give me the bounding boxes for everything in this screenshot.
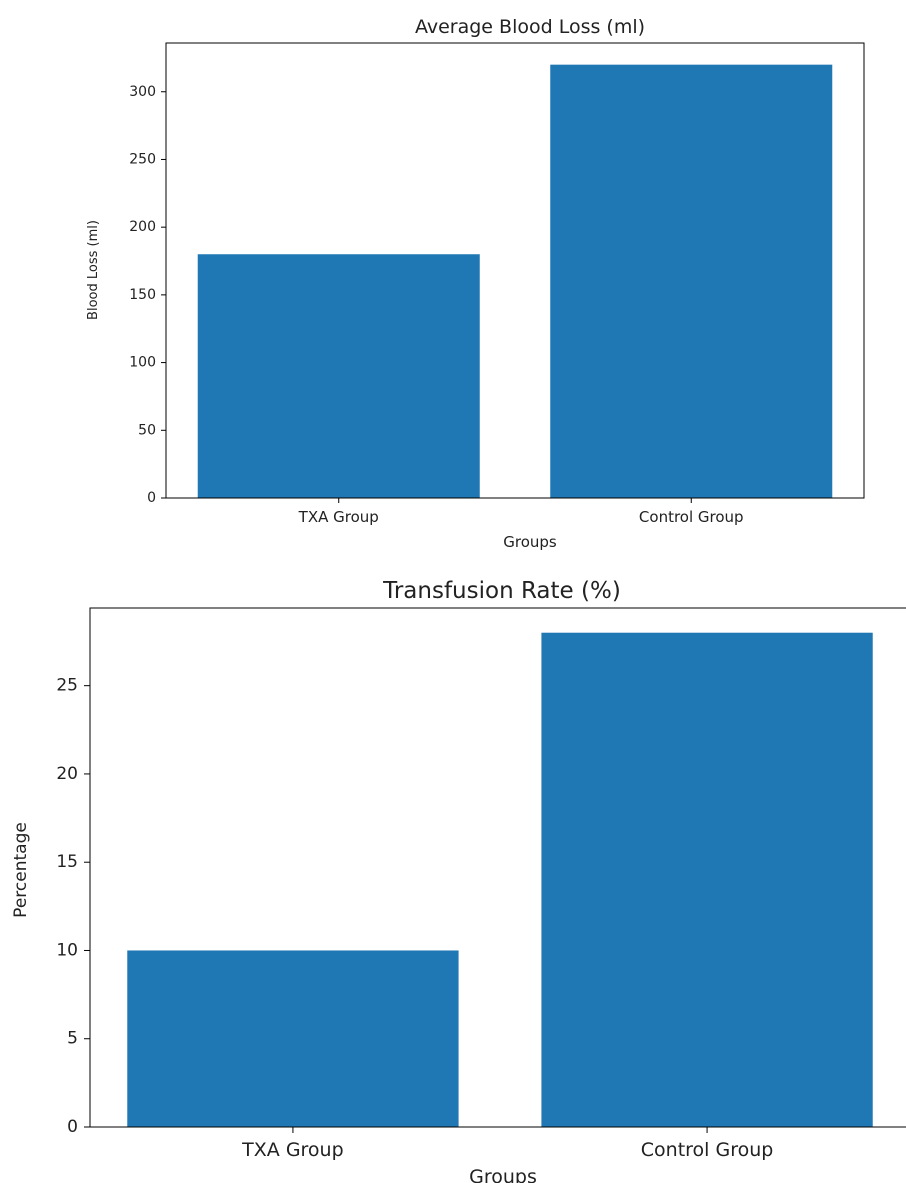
y-tick-label: 150 bbox=[129, 287, 156, 303]
bars bbox=[197, 64, 833, 499]
y-tick-label: 0 bbox=[147, 490, 156, 506]
chart-transfusion-rate: Transfusion Rate (%) 0 5 10 15 20 25 TXA Grou… bbox=[11, 578, 906, 1183]
bars bbox=[127, 632, 873, 1127]
y-axis-label: Blood Loss (ml) bbox=[86, 220, 101, 320]
chart-title: Transfusion Rate (%) bbox=[382, 578, 621, 604]
x-tick-label: TXA Group bbox=[298, 508, 379, 526]
x-axis-label: Groups bbox=[503, 533, 557, 551]
y-tick-label: 5 bbox=[67, 1029, 78, 1049]
y-tick-label: 15 bbox=[56, 852, 78, 872]
chart-blood-loss: Average Blood Loss (ml) 0 50 100 150 200 250 3… bbox=[86, 16, 865, 551]
y-tick-label: 300 bbox=[129, 84, 156, 100]
y-tick-label: 0 bbox=[67, 1117, 78, 1137]
y-tick-label: 10 bbox=[56, 940, 78, 960]
y-tick-label: 25 bbox=[56, 676, 78, 696]
y-tick-label: 250 bbox=[129, 151, 156, 167]
chart-title: Average Blood Loss (ml) bbox=[415, 16, 645, 38]
plot-frame bbox=[165, 42, 865, 499]
plot-frame bbox=[89, 607, 906, 1128]
x-axis-label: Groups bbox=[469, 1166, 537, 1183]
y-tick-label: 50 bbox=[138, 422, 156, 438]
y-ticks: 0 50 100 150 200 250 300 bbox=[129, 84, 166, 506]
y-ticks: 0 5 10 15 20 25 bbox=[56, 676, 90, 1137]
y-tick-label: 20 bbox=[56, 764, 78, 784]
bar-txa-group bbox=[197, 254, 480, 498]
y-axis-label: Percentage bbox=[11, 822, 31, 918]
y-tick-label: 100 bbox=[129, 355, 156, 371]
bar-txa-group bbox=[127, 950, 459, 1127]
y-tick-label: 200 bbox=[129, 219, 156, 235]
x-tick-label: Control Group bbox=[639, 508, 744, 526]
bar-control-group bbox=[541, 632, 873, 1127]
x-ticks: TXA Group Control Group bbox=[298, 498, 744, 526]
x-tick-label: TXA Group bbox=[241, 1139, 344, 1161]
x-ticks: TXA Group Control Group bbox=[241, 1127, 773, 1161]
bar-control-group bbox=[550, 64, 833, 499]
x-tick-label: Control Group bbox=[641, 1139, 774, 1161]
